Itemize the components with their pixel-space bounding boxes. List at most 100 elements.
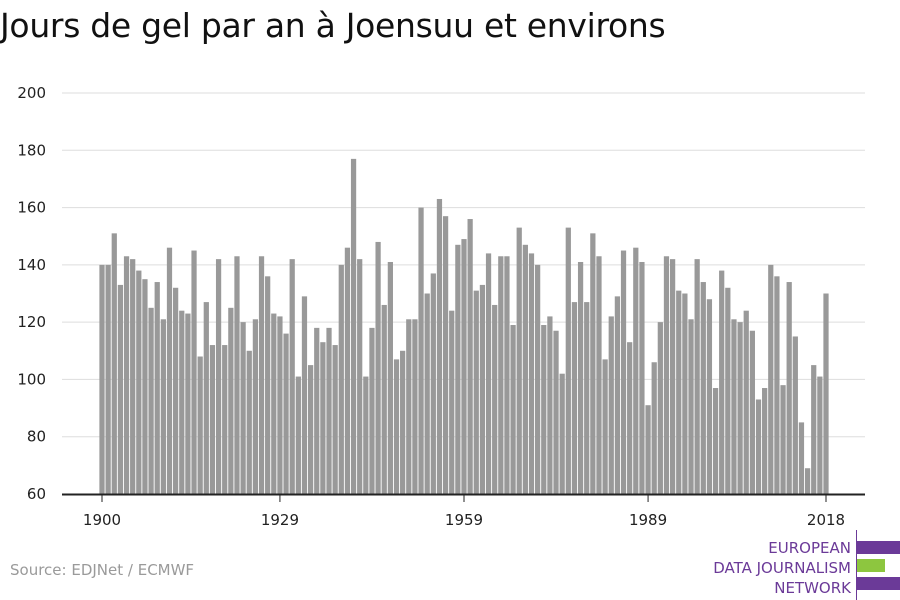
bar xyxy=(234,256,240,494)
bar xyxy=(283,333,289,494)
bar xyxy=(314,327,320,494)
bar xyxy=(338,264,344,494)
bar xyxy=(516,227,522,494)
x-tick-label: 1989 xyxy=(629,511,667,529)
source-note: Source: EDJNet / ECMWF xyxy=(10,561,195,579)
logo-bar-middle xyxy=(857,559,885,572)
bar xyxy=(179,310,185,494)
bar xyxy=(332,345,338,494)
bar xyxy=(737,322,743,494)
bar xyxy=(743,310,749,494)
bar xyxy=(258,256,265,494)
bar xyxy=(160,319,166,494)
bar xyxy=(449,310,455,494)
bar xyxy=(215,259,222,494)
bar xyxy=(166,247,173,494)
bar xyxy=(277,316,283,494)
bar xyxy=(725,287,731,494)
bar xyxy=(528,253,535,494)
bar xyxy=(823,293,829,494)
x-tick-label: 1929 xyxy=(261,511,299,529)
bar xyxy=(804,468,811,494)
bar xyxy=(369,327,375,494)
bar xyxy=(768,264,774,494)
x-tick-label: 1900 xyxy=(83,511,121,529)
bar xyxy=(639,261,645,494)
bar xyxy=(669,259,676,494)
bar xyxy=(295,376,301,494)
bar xyxy=(798,422,805,494)
bar xyxy=(762,388,768,494)
bar xyxy=(559,373,565,494)
bar xyxy=(430,273,436,494)
bar xyxy=(565,227,571,494)
bar xyxy=(461,239,467,494)
bar xyxy=(271,313,277,494)
bar xyxy=(577,261,584,494)
bar xyxy=(381,304,387,494)
bar xyxy=(774,276,780,494)
bar xyxy=(130,259,136,494)
logo-line-3: NETWORK xyxy=(774,579,851,597)
bar xyxy=(467,219,473,494)
bar xyxy=(479,284,486,494)
logo-line-1: EUROPEAN xyxy=(768,539,851,557)
bar xyxy=(209,345,216,494)
bar xyxy=(485,253,492,494)
bar xyxy=(105,264,111,494)
bar xyxy=(731,319,737,494)
logo-bar-bottom xyxy=(857,577,900,590)
bar xyxy=(442,216,449,494)
bar xyxy=(301,296,308,494)
chart-title: Jours de gel par an à Joensuu et environ… xyxy=(0,6,666,45)
bar xyxy=(387,261,393,494)
bar xyxy=(817,376,823,494)
bar xyxy=(553,330,559,494)
bar xyxy=(203,302,209,494)
bar xyxy=(584,302,590,494)
bar xyxy=(688,319,694,494)
bar xyxy=(136,270,142,494)
bar xyxy=(749,330,755,494)
bar xyxy=(608,316,614,494)
bar xyxy=(614,296,621,494)
logo-bar-top xyxy=(857,541,900,554)
bar xyxy=(682,293,688,494)
bar xyxy=(240,322,246,494)
bar xyxy=(173,287,179,494)
bar xyxy=(571,302,578,494)
bar xyxy=(418,207,424,495)
bar xyxy=(148,307,154,494)
bar xyxy=(492,304,498,494)
bar xyxy=(504,256,510,494)
logo-text: EUROPEAN DATA JOURNALISM NETWORK xyxy=(713,538,851,598)
bar xyxy=(657,322,663,494)
bar xyxy=(676,290,682,494)
y-tick-label: 80 xyxy=(27,428,46,446)
bar xyxy=(412,319,418,494)
bar xyxy=(535,264,541,494)
bar xyxy=(393,359,400,494)
bar xyxy=(541,325,547,494)
bar xyxy=(185,313,191,494)
bar xyxy=(651,362,657,494)
bar xyxy=(191,250,197,494)
bar xyxy=(712,388,719,494)
x-tick-label: 2018 xyxy=(807,511,845,529)
logo-line-2: DATA JOURNALISM xyxy=(713,559,851,577)
bar xyxy=(307,365,314,494)
bar xyxy=(350,158,357,494)
y-tick-label: 140 xyxy=(17,256,46,274)
y-tick-label: 120 xyxy=(17,313,46,331)
bar xyxy=(289,259,295,494)
bar xyxy=(320,342,326,494)
bar xyxy=(780,385,786,494)
bar xyxy=(706,299,713,494)
bar xyxy=(117,284,124,494)
bar xyxy=(700,282,706,494)
bar xyxy=(455,244,461,494)
bar xyxy=(154,282,160,494)
y-tick-label: 100 xyxy=(17,370,46,388)
bar xyxy=(627,342,633,494)
